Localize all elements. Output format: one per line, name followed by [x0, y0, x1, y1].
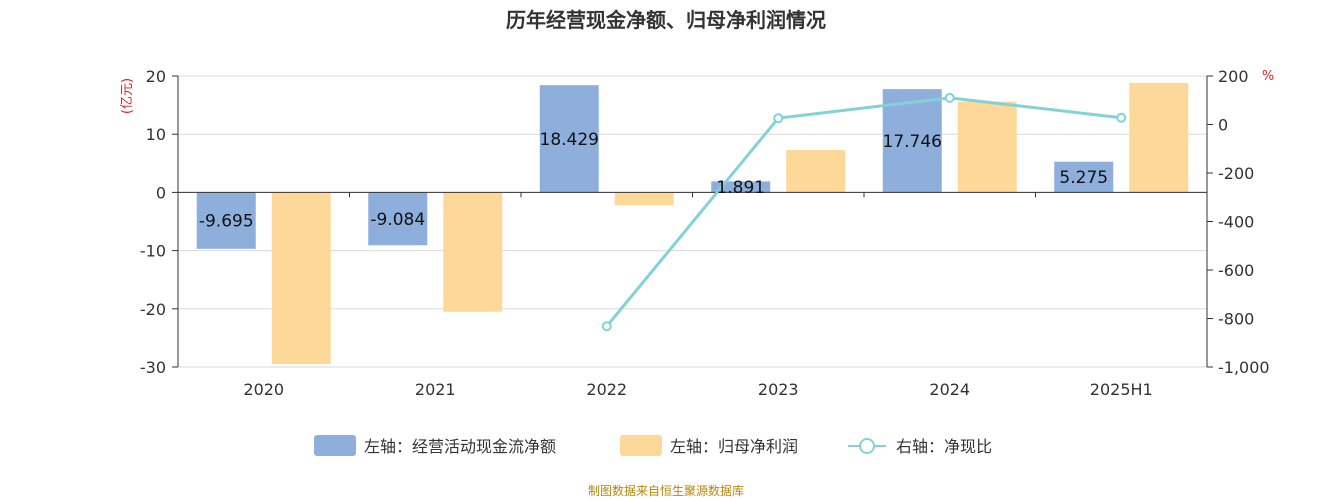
- bar-netprofit: [1129, 82, 1189, 193]
- source-note: 制图数据来自恒生聚源数据库: [588, 483, 744, 498]
- bar-cashflow: [368, 192, 428, 246]
- ratio-point: [773, 113, 784, 124]
- ratio-line: [601, 92, 1127, 332]
- left-axis-tick-label: -30: [140, 358, 166, 377]
- right-axis-tick-label: -1,000: [1218, 358, 1270, 377]
- legend-swatch-cashflow: [314, 435, 356, 456]
- axes: [172, 75, 1213, 368]
- left-axis-tick-label: -10: [140, 242, 166, 261]
- legend-item-ratio[interactable]: 右轴：净现比: [848, 437, 992, 456]
- x-axis-tick-label: 2024: [929, 380, 970, 399]
- legend-label-ratio: 右轴：净现比: [896, 437, 992, 456]
- bar-label-cashflow: -9.695: [199, 212, 254, 232]
- bar-cashflow: [539, 85, 599, 193]
- x-axis-tick-label: 2025H1: [1090, 380, 1153, 399]
- left-axis-tick-label: 0: [156, 183, 166, 202]
- legend-label-cashflow: 左轴：经营活动现金流净额: [364, 437, 556, 456]
- legend-item-netprofit[interactable]: 左轴：归母净利润: [620, 435, 798, 456]
- left-axis-tick-label: 20: [146, 67, 166, 86]
- bar-label-cashflow: 17.746: [883, 132, 942, 152]
- legend-swatch-ratio-marker: [859, 438, 875, 454]
- bar-netprofit: [957, 101, 1017, 193]
- left-axis-tick-label: -20: [140, 300, 166, 319]
- right-axis-unit: %: [1262, 69, 1274, 84]
- legend-item-cashflow[interactable]: 左轴：经营活动现金流净额: [314, 435, 556, 456]
- legend-label-netprofit: 左轴：归母净利润: [670, 437, 798, 456]
- right-axis-tick-label: -800: [1218, 310, 1254, 329]
- x-axis-tick-label: 2023: [758, 380, 799, 399]
- x-axis-tick-label: 2021: [415, 380, 456, 399]
- right-axis-tick-label: -600: [1218, 261, 1254, 280]
- bar-label-cashflow: 5.275: [1059, 168, 1108, 188]
- right-axis-tick-label: 0: [1218, 116, 1228, 135]
- ratio-point: [1116, 112, 1127, 123]
- left-axis-unit: (亿元): [120, 78, 135, 114]
- tick-labels: 20 10 0 -10 -20 -30 200 0 -200 -400 -600 -800 -1,000…: [140, 67, 1270, 399]
- ratio-point: [601, 321, 612, 332]
- bar-label-cashflow: 1.891: [716, 178, 765, 198]
- bar-labels: -9.695 -9.084 18.429 1.891 17.746 5.275: [199, 130, 1108, 232]
- ratio-point: [944, 92, 955, 103]
- legend: 左轴：经营活动现金流净额 左轴：归母净利润 右轴：净现比: [314, 435, 992, 456]
- right-axis-tick-label: 200: [1218, 67, 1249, 86]
- bar-netprofit: [443, 192, 503, 312]
- bar-netprofit: [786, 149, 846, 193]
- chart-title: 历年经营现金净额、归母净利润情况: [506, 8, 826, 32]
- bar-cashflow: [196, 192, 256, 249]
- right-axis-tick-label: -200: [1218, 164, 1254, 183]
- x-axis-tick-label: 2022: [586, 380, 627, 399]
- right-axis-tick-label: -400: [1218, 213, 1254, 232]
- bar-label-cashflow: -9.084: [370, 210, 425, 230]
- bar-cashflow: [1054, 161, 1114, 193]
- x-axis-tick-label: 2020: [243, 380, 284, 399]
- bar-netprofit: [271, 192, 331, 365]
- bar-cashflow: [711, 181, 771, 193]
- bar-cashflow: [882, 89, 942, 193]
- left-axis-tick-label: 10: [146, 125, 166, 144]
- legend-swatch-netprofit: [620, 435, 662, 456]
- bars: [196, 82, 1189, 365]
- bar-label-cashflow: 18.429: [540, 130, 599, 150]
- bar-netprofit: [614, 192, 674, 206]
- ratio-line-path: [605, 96, 1122, 328]
